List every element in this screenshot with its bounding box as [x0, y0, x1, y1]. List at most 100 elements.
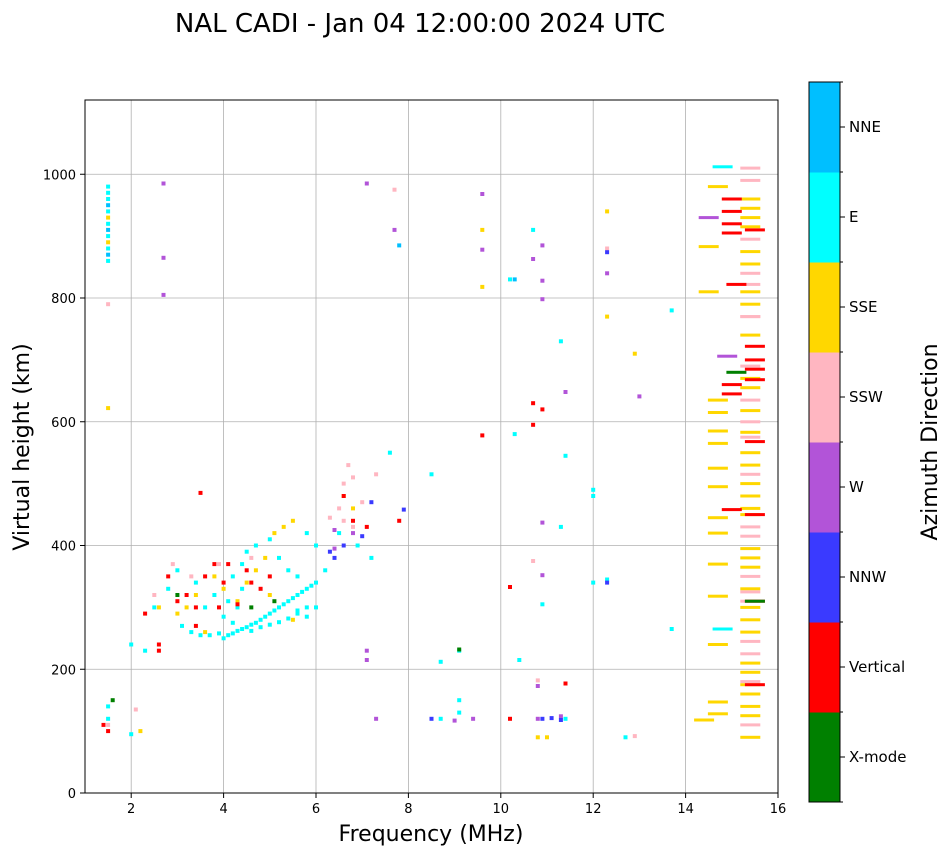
data-point — [721, 231, 742, 235]
data-point — [106, 227, 111, 232]
data-point — [226, 599, 231, 604]
data-point — [267, 537, 272, 542]
data-point — [327, 549, 332, 554]
data-point — [740, 333, 761, 337]
data-point — [235, 628, 240, 633]
data-point — [332, 528, 337, 532]
series-w — [161, 181, 738, 723]
data-point — [535, 716, 540, 721]
data-point — [712, 165, 733, 169]
data-point — [189, 574, 194, 579]
data-point — [457, 710, 462, 715]
data-point — [740, 315, 761, 319]
data-point — [143, 611, 148, 616]
data-point — [512, 432, 517, 437]
data-point — [558, 714, 563, 719]
data-point — [540, 278, 545, 283]
data-point — [364, 524, 369, 529]
data-point — [531, 422, 536, 427]
data-point — [295, 608, 300, 613]
data-point — [392, 227, 397, 232]
data-point — [605, 271, 610, 276]
data-point — [707, 531, 728, 535]
data-point — [230, 574, 235, 579]
data-point — [726, 370, 747, 374]
data-point — [740, 420, 761, 424]
data-point — [351, 475, 355, 480]
data-point — [438, 659, 443, 664]
y-tick-label: 800 — [51, 292, 76, 307]
data-point — [698, 290, 719, 294]
data-point — [698, 216, 719, 220]
data-point — [253, 568, 258, 573]
data-point — [531, 401, 536, 406]
data-point — [740, 652, 761, 656]
data-point — [429, 472, 434, 477]
data-point — [744, 599, 765, 603]
data-point — [694, 718, 715, 722]
data-point — [184, 605, 189, 610]
data-point — [106, 716, 111, 721]
data-point — [193, 605, 198, 610]
data-point — [290, 617, 295, 622]
data-point — [740, 565, 761, 569]
data-point — [740, 670, 761, 674]
data-point — [337, 506, 342, 511]
data-point — [267, 622, 272, 627]
data-point — [740, 735, 761, 739]
data-point — [277, 555, 281, 560]
colorbar-title: Azimuth Direction — [918, 343, 943, 540]
data-point — [161, 181, 166, 186]
data-point — [744, 378, 765, 382]
data-point — [286, 568, 291, 573]
data-point — [189, 630, 194, 635]
data-point — [277, 620, 281, 625]
data-point — [740, 271, 761, 275]
data-point — [332, 546, 337, 551]
data-point — [327, 515, 332, 520]
data-point — [230, 631, 235, 636]
data-point — [740, 605, 761, 609]
data-point — [744, 358, 765, 362]
data-point — [740, 723, 761, 727]
data-point — [540, 520, 545, 525]
data-point — [240, 586, 245, 591]
data-point — [226, 633, 231, 638]
series-e — [106, 165, 733, 740]
data-point — [258, 617, 263, 622]
colorbar-swatch — [809, 622, 840, 713]
data-point — [106, 302, 111, 307]
data-point — [740, 587, 761, 591]
data-point — [175, 599, 180, 604]
data-point — [740, 534, 761, 538]
data-point — [740, 506, 761, 510]
data-point — [106, 246, 111, 251]
colorbar-label: SSE — [849, 298, 878, 316]
data-point — [591, 494, 596, 498]
data-point — [272, 608, 277, 613]
data-point — [512, 277, 517, 282]
data-point — [106, 240, 111, 245]
data-point — [744, 513, 765, 517]
colorbar-label: NNE — [849, 118, 881, 136]
data-point — [740, 494, 761, 498]
data-point — [212, 593, 217, 597]
data-point — [300, 589, 305, 594]
y-tick-label: 200 — [51, 663, 76, 678]
data-point — [740, 262, 761, 266]
data-point — [707, 466, 728, 470]
data-point — [740, 704, 761, 708]
x-tick-label: 14 — [677, 802, 694, 817]
data-point — [707, 643, 728, 646]
data-point — [480, 433, 485, 438]
data-point — [480, 192, 485, 196]
data-point — [540, 573, 545, 578]
data-point — [605, 246, 610, 251]
data-point — [272, 599, 277, 604]
data-point — [129, 642, 134, 647]
data-point — [309, 583, 314, 588]
data-point — [207, 633, 212, 638]
data-point — [717, 354, 738, 358]
data-point — [549, 716, 554, 721]
